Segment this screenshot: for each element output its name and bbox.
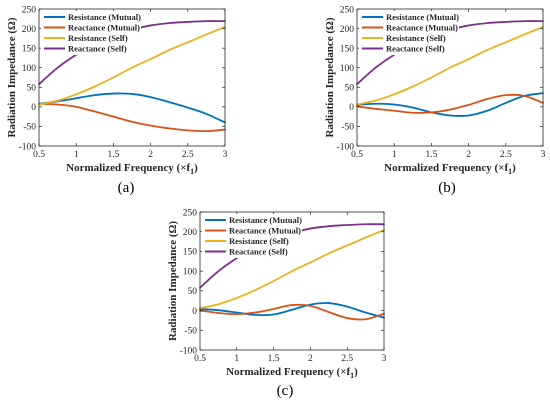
- y-tick-label: 0: [349, 103, 354, 113]
- y-tick-label: 150: [22, 44, 37, 54]
- legend-entry: Reactance (Self): [68, 44, 127, 54]
- y-tick-label: 100: [22, 64, 37, 74]
- x-tick-label: 2: [308, 354, 313, 364]
- y-tick-label: -50: [23, 123, 36, 133]
- y-tick-label: -100: [19, 142, 37, 152]
- y-axis-label: Radiation Impedance (Ω): [6, 17, 18, 137]
- legend-entry: Resistance (Self): [229, 236, 289, 246]
- y-tick-label: 200: [183, 228, 198, 238]
- series-line-reactance-mutual: [356, 93, 544, 114]
- y-tick-label: 250: [340, 5, 355, 15]
- y-tick-label: 0: [31, 103, 36, 113]
- series-line-resistance-mutual: [356, 92, 544, 117]
- y-tick-label: 50: [188, 287, 198, 297]
- y-tick-label: 50: [345, 84, 355, 94]
- y-tick-label: 250: [183, 208, 198, 218]
- legend-entry: Resistance (Self): [386, 33, 446, 43]
- x-tick-label: 3: [382, 354, 387, 364]
- y-tick-label: 250: [22, 5, 37, 15]
- x-tick-label: 1.5: [107, 150, 119, 160]
- axes-frame: [38, 8, 226, 147]
- y-tick-label: -50: [341, 123, 354, 133]
- legend-entry: Reactance (Self): [386, 44, 445, 54]
- y-tick-label: 50: [27, 84, 37, 94]
- series-line-resistance-mutual: [199, 302, 385, 319]
- x-tick-label: 0.5: [33, 150, 45, 160]
- series-line-resistance-self: [356, 26, 544, 106]
- y-tick-label: 150: [340, 44, 355, 54]
- panel-label: (c): [277, 383, 294, 399]
- series-line-resistance-mutual: [38, 92, 226, 124]
- legend: Resistance (Mutual)Reactance (Mutual)Res…: [359, 11, 459, 55]
- y-tick-label: 100: [183, 267, 198, 277]
- x-tick-label: 1: [392, 150, 397, 160]
- x-tick-label: 0.5: [194, 354, 206, 364]
- y-tick-label: -100: [337, 142, 355, 152]
- legend: Resistance (Mutual)Reactance (Mutual)Res…: [202, 214, 302, 258]
- legend-entry: Resistance (Mutual): [68, 12, 141, 22]
- x-tick-label: 2.5: [500, 150, 512, 160]
- y-axis-label: Radiation Impedance (Ω): [324, 17, 336, 137]
- series-line-reactance-mutual: [199, 303, 385, 321]
- y-tick-label: 0: [192, 307, 197, 317]
- y-tick-label: -100: [180, 346, 198, 356]
- legend-entry: Reactance (Mutual): [229, 226, 301, 236]
- chart-panel-a: 0.5 1 1.5 2 2.5 3 -100 -50 0 50 100 150 200 250 Normal…: [6, 5, 228, 196]
- x-axis-label: Normalized Frequency (×f1): [226, 366, 358, 380]
- chart-panel-c: 0.5 1 1.5 2 2.5 3 -100 -50 0 50 100 150 200 250 Normal…: [167, 208, 387, 399]
- x-tick-label: 2: [148, 150, 153, 160]
- series-line-reactance-mutual: [38, 102, 226, 133]
- y-tick-label: -50: [184, 327, 197, 337]
- x-tick-label: 0.5: [351, 150, 363, 160]
- x-tick-label: 1: [74, 150, 79, 160]
- x-axis-label: Normalized Frequency (×f1): [66, 162, 198, 176]
- legend-entry: Resistance (Mutual): [229, 215, 302, 225]
- x-tick-label: 2.5: [341, 354, 353, 364]
- x-tick-label: 2.5: [182, 150, 194, 160]
- legend-entry: Resistance (Self): [68, 33, 128, 43]
- y-tick-label: 100: [340, 64, 355, 74]
- legend-entry: Reactance (Self): [229, 247, 288, 257]
- series-line-resistance-self: [199, 229, 385, 310]
- legend: Resistance (Mutual)Reactance (Mutual)Res…: [41, 11, 141, 55]
- legend-entry: Reactance (Mutual): [68, 23, 140, 33]
- x-tick-label: 1.5: [425, 150, 437, 160]
- y-tick-label: 200: [22, 25, 37, 35]
- y-tick-label: 200: [340, 25, 355, 35]
- y-tick-label: 150: [183, 248, 198, 258]
- axes-frame: [356, 8, 544, 147]
- legend-entry: Reactance (Mutual): [386, 23, 458, 33]
- panel-label: (a): [118, 180, 135, 196]
- x-tick-label: 1: [234, 354, 239, 364]
- x-axis-label: Normalized Frequency (×f1): [384, 162, 516, 176]
- panel-label: (b): [438, 180, 456, 196]
- x-tick-label: 2: [466, 150, 471, 160]
- y-axis-label: Radiation Impedance (Ω): [167, 221, 179, 341]
- x-tick-label: 3: [223, 150, 228, 160]
- x-tick-label: 1.5: [268, 354, 280, 364]
- legend-entry: Resistance (Mutual): [386, 12, 459, 22]
- x-tick-label: 3: [541, 150, 546, 160]
- axes-frame: [199, 211, 385, 351]
- chart-panel-b: 0.5 1 1.5 2 2.5 3 -100 -50 0 50 100 150 200 250 Normal…: [324, 5, 546, 196]
- series-line-resistance-self: [38, 26, 226, 106]
